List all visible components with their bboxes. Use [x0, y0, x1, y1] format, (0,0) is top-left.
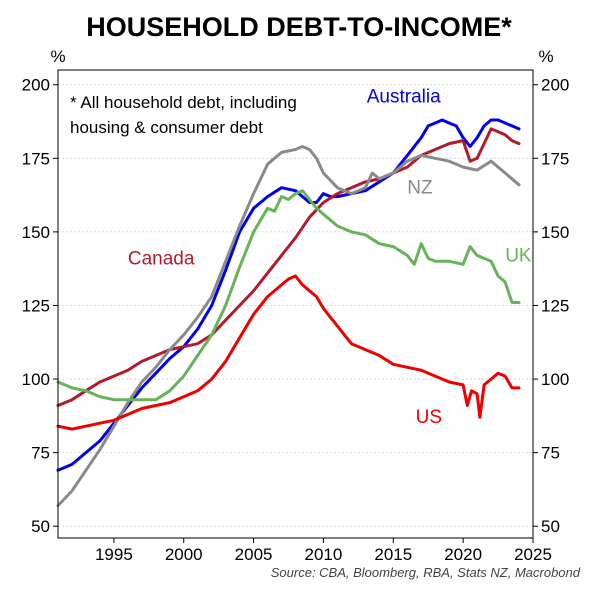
x-tick-label: 2020 [444, 545, 482, 564]
series-line-nz [56, 145, 521, 508]
grid-lines [58, 84, 533, 527]
y-axis-left: 50 75 100 125 150 175 200 [22, 76, 58, 536]
y-tick-label-left: 75 [31, 444, 50, 463]
series-labels: Australia Canada NZ UK US [128, 86, 532, 428]
y-unit-left: % [50, 47, 65, 66]
series-label-us: US [416, 407, 442, 428]
y-unit-right: % [538, 47, 553, 66]
plot-frame [57, 69, 534, 539]
series-label-australia: Australia [367, 86, 441, 107]
y-tick-label-left: 150 [22, 223, 50, 242]
footnote-line-1: * All household debt, including [70, 93, 297, 112]
series-line-australia [56, 118, 521, 472]
y-tick-label-right: 125 [541, 296, 569, 315]
y-tick-label-left: 100 [22, 370, 50, 389]
y-tick-label-right: 150 [541, 223, 569, 242]
x-tick-label: 2010 [305, 545, 343, 564]
series-line-uk [56, 189, 521, 402]
series-label-canada: Canada [128, 248, 195, 269]
x-axis: 1995 2000 2005 2010 2015 2020 2025 [95, 538, 552, 564]
source-note: Source: CBA, Bloomberg, RBA, Stats NZ, M… [271, 565, 581, 580]
x-tick-label: 2005 [235, 545, 273, 564]
y-tick-label-right: 200 [541, 76, 569, 95]
series-lines [56, 118, 521, 508]
series-label-uk: UK [505, 245, 532, 266]
y-tick-label-left: 125 [22, 296, 50, 315]
y-tick-label-right: 100 [541, 370, 569, 389]
y-tick-label-left: 175 [22, 149, 50, 168]
x-tick-label: 2000 [165, 545, 203, 564]
series-label-nz: NZ [407, 178, 433, 199]
series-line-us [56, 274, 521, 431]
x-tick-label: 1995 [95, 545, 133, 564]
x-tick-label: 2025 [514, 545, 552, 564]
y-tick-label-right: 50 [541, 517, 560, 536]
y-axis-right: 50 75 100 125 150 175 200 [533, 76, 569, 536]
y-tick-label-right: 75 [541, 444, 560, 463]
x-tick-label: 2015 [374, 545, 412, 564]
y-tick-label-left: 50 [31, 517, 50, 536]
footnote-line-2: housing & consumer debt [70, 118, 263, 137]
chart-title: HOUSEHOLD DEBT-TO-INCOME* [86, 12, 512, 42]
y-tick-label-right: 175 [541, 149, 569, 168]
y-tick-label-left: 200 [22, 76, 50, 95]
